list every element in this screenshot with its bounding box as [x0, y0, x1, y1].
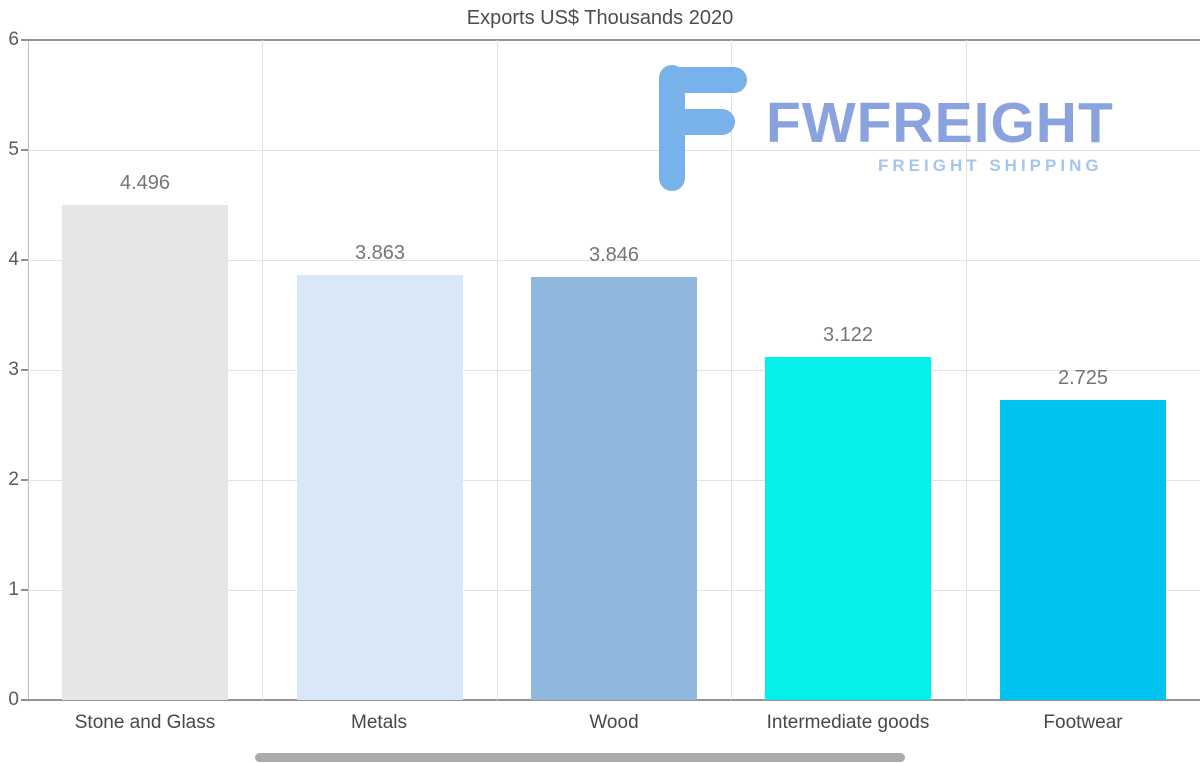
bar-metals: [297, 275, 463, 700]
y-axis-label: 0: [8, 689, 19, 710]
gridline-vertical: [731, 40, 732, 700]
gridline-horizontal: [28, 39, 1200, 41]
y-axis-label: 6: [8, 29, 19, 50]
gridline-horizontal: [28, 150, 1200, 151]
bar-value-label: 4.496: [119, 172, 171, 194]
fwfreight-logo: FWFREIGHT FREIGHT SHIPPING: [648, 64, 1158, 192]
y-axis-label: 3: [8, 359, 19, 380]
bar-intermediate-goods: [765, 357, 931, 700]
gridline-horizontal: [28, 699, 1200, 701]
y-axis-tick: [21, 589, 28, 591]
gridline-horizontal: [28, 260, 1200, 261]
x-axis-category-label: Footwear: [1043, 712, 1123, 733]
bar-value-label: 2.725: [1057, 367, 1109, 389]
y-axis-tick: [21, 369, 28, 371]
x-axis-category-label: Wood: [589, 712, 639, 733]
bar-value-label: 3.863: [354, 242, 406, 264]
y-axis-tick: [21, 39, 28, 41]
y-axis-label: 1: [8, 579, 19, 600]
bar-value-label: 3.846: [588, 244, 640, 266]
bar-stone-and-glass: [62, 205, 228, 700]
chart-title: Exports US$ Thousands 2020: [466, 7, 734, 29]
y-axis-label: 5: [8, 139, 19, 160]
y-axis-tick: [21, 479, 28, 481]
horizontal-scrollbar-thumb[interactable]: [255, 753, 905, 762]
y-axis-label: 2: [8, 469, 19, 490]
logo-name: FWFREIGHT: [766, 91, 1114, 155]
y-axis-tick: [21, 259, 28, 261]
fw-monogram-icon: [659, 65, 747, 191]
bar-value-label: 3.122: [822, 324, 874, 346]
logo-tagline: FREIGHT SHIPPING: [878, 156, 1103, 175]
y-axis-line: [28, 40, 29, 702]
x-axis-category-label: Intermediate goods: [766, 712, 930, 733]
gridline-vertical: [497, 40, 498, 700]
x-axis-category-label: Metals: [351, 712, 407, 733]
bar-wood: [531, 277, 697, 700]
gridline-vertical: [966, 40, 967, 700]
x-axis-category-label: Stone and Glass: [74, 712, 216, 733]
y-axis-label: 4: [8, 249, 19, 270]
gridline-vertical: [262, 40, 263, 700]
y-axis-tick: [21, 699, 28, 701]
bar-footwear: [1000, 400, 1166, 700]
y-axis-tick: [21, 149, 28, 151]
